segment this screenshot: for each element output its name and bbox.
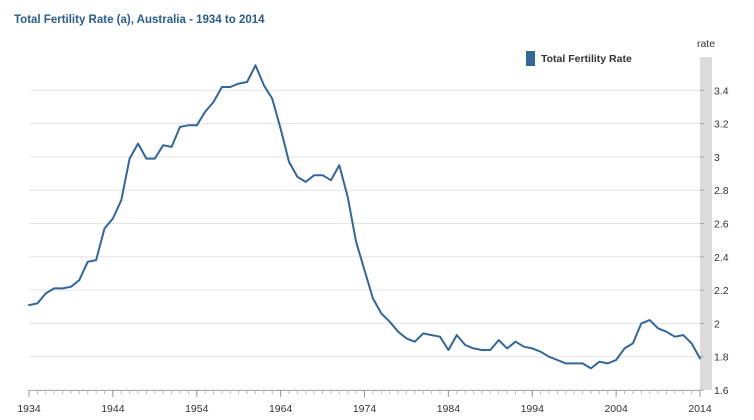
- legend-label-total-fertility-rate: Total Fertility Rate: [541, 53, 632, 65]
- x-tick-label-8: 2014: [688, 403, 712, 415]
- series-line-total-fertility-rate: [28, 64, 701, 370]
- y-axis-title: rate: [697, 38, 715, 50]
- x-tick-label-3: 1964: [269, 403, 293, 415]
- x-tick-label-7: 2004: [604, 403, 628, 415]
- y-tick-label-7: 3: [714, 152, 720, 164]
- y-tick-label-3: 2.2: [714, 285, 729, 297]
- y-axis: 1.6 1.8 2 2.2 2.4 2.6 2.8 3 3.2 3.4: [700, 85, 729, 397]
- y-tick-label-9: 3.4: [714, 85, 729, 97]
- x-tick-label-0: 1934: [17, 403, 41, 415]
- chart-title: Total Fertility Rate (a), Australia - 19…: [14, 14, 265, 26]
- gridlines: [29, 89, 700, 391]
- y-tick-label-5: 2.6: [714, 219, 729, 231]
- x-axis: 1934 1944 1954 1964 1974 1984 1994 2004 2014: [17, 390, 712, 415]
- y-tick-label-1: 1.8: [714, 352, 729, 364]
- y-axis-scrollbar-band: [700, 57, 712, 390]
- y-tick-label-0: 1.6: [714, 385, 729, 397]
- y-tick-label-4: 2.4: [714, 252, 729, 264]
- x-tick-label-1: 1944: [101, 403, 125, 415]
- y-tick-label-6: 2.8: [714, 185, 729, 197]
- legend[interactable]: Total Fertility Rate: [526, 51, 632, 66]
- legend-swatch: [526, 51, 535, 66]
- y-tick-label-2: 2: [714, 318, 720, 330]
- x-tick-label-2: 1954: [185, 403, 209, 415]
- x-tick-label-5: 1984: [437, 403, 461, 415]
- x-tick-label-4: 1974: [353, 403, 377, 415]
- y-tick-label-8: 3.2: [714, 119, 729, 131]
- series-group: [28, 64, 701, 370]
- x-tick-label-6: 1994: [521, 403, 545, 415]
